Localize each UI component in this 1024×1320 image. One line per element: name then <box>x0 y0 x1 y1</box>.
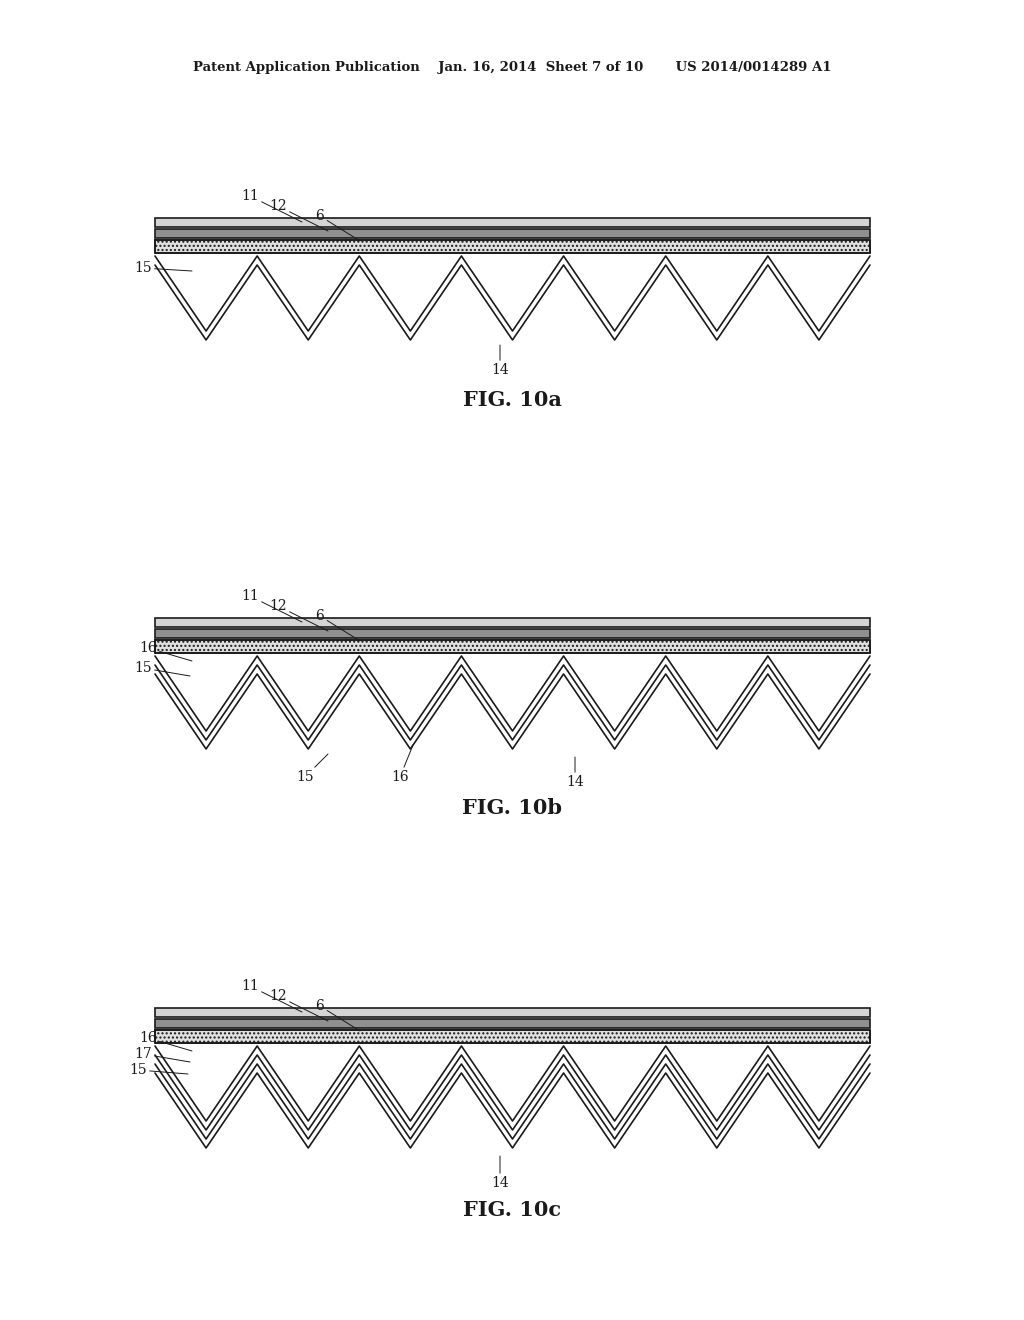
Text: 16: 16 <box>391 744 413 784</box>
Bar <box>155 240 870 253</box>
Bar <box>155 1008 870 1016</box>
Text: FIG. 10c: FIG. 10c <box>463 1200 561 1220</box>
Text: 14: 14 <box>492 345 509 378</box>
Bar <box>155 618 870 627</box>
Bar <box>155 1019 870 1028</box>
Text: FIG. 10b: FIG. 10b <box>462 799 562 818</box>
Text: 14: 14 <box>492 1156 509 1191</box>
Text: 15: 15 <box>134 261 193 275</box>
Bar <box>155 218 870 227</box>
Text: 17: 17 <box>134 1047 190 1063</box>
Text: 12: 12 <box>269 989 328 1020</box>
Bar <box>155 640 870 653</box>
Text: 14: 14 <box>566 756 584 789</box>
Text: 15: 15 <box>134 661 190 676</box>
Text: 12: 12 <box>269 599 328 631</box>
Bar <box>155 630 870 638</box>
Text: 6: 6 <box>315 209 360 242</box>
Text: 12: 12 <box>269 199 328 231</box>
Bar <box>155 1030 870 1043</box>
Text: 11: 11 <box>241 189 302 222</box>
Text: 11: 11 <box>241 979 302 1012</box>
Text: 15: 15 <box>296 754 328 784</box>
Text: 6: 6 <box>315 999 360 1031</box>
Text: 6: 6 <box>315 609 360 642</box>
Text: Patent Application Publication    Jan. 16, 2014  Sheet 7 of 10       US 2014/001: Patent Application Publication Jan. 16, … <box>193 62 831 74</box>
Text: 11: 11 <box>241 589 302 622</box>
Text: 15: 15 <box>129 1063 188 1077</box>
Text: 16: 16 <box>139 642 193 661</box>
Text: FIG. 10a: FIG. 10a <box>463 389 561 411</box>
Text: 16: 16 <box>139 1031 193 1051</box>
Bar <box>155 228 870 238</box>
